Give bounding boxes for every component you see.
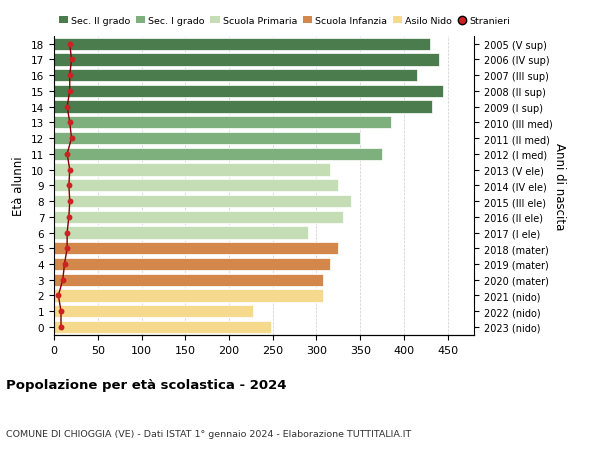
- Point: [65, 88, 74, 95]
- Bar: [54, 227, 308, 239]
- Bar: [54, 164, 329, 176]
- Point: [58, 276, 68, 284]
- Point: [62, 104, 72, 111]
- Point: [65, 119, 74, 127]
- Point: [53, 292, 63, 299]
- Y-axis label: Anni di nascita: Anni di nascita: [553, 142, 566, 230]
- Bar: [54, 321, 271, 333]
- Bar: [54, 290, 323, 302]
- Point: [67, 135, 76, 142]
- Bar: [54, 196, 352, 208]
- Point: [62, 230, 72, 237]
- Text: Popolazione per età scolastica - 2024: Popolazione per età scolastica - 2024: [6, 378, 287, 391]
- Bar: [54, 180, 338, 192]
- Point: [67, 56, 76, 64]
- Bar: [54, 242, 338, 255]
- Bar: [54, 101, 432, 113]
- Point: [62, 151, 72, 158]
- Bar: [54, 70, 417, 82]
- Bar: [54, 305, 253, 318]
- Point: [64, 182, 74, 190]
- Bar: [54, 274, 323, 286]
- Bar: [54, 148, 382, 161]
- Point: [65, 73, 74, 80]
- Point: [65, 198, 74, 205]
- Point: [56, 308, 66, 315]
- Bar: [54, 211, 343, 224]
- Bar: [54, 258, 329, 270]
- Bar: [54, 133, 360, 145]
- Point: [56, 324, 66, 331]
- Point: [62, 245, 72, 252]
- Bar: [54, 54, 439, 67]
- Point: [64, 213, 74, 221]
- Text: COMUNE DI CHIOGGIA (VE) - Dati ISTAT 1° gennaio 2024 - Elaborazione TUTTITALIA.I: COMUNE DI CHIOGGIA (VE) - Dati ISTAT 1° …: [6, 429, 411, 438]
- Legend: Sec. II grado, Sec. I grado, Scuola Primaria, Scuola Infanzia, Asilo Nido, Stran: Sec. II grado, Sec. I grado, Scuola Prim…: [59, 17, 511, 26]
- Point: [65, 41, 74, 48]
- Bar: [54, 39, 430, 50]
- Bar: [54, 117, 391, 129]
- Y-axis label: Età alunni: Età alunni: [13, 156, 25, 216]
- Point: [60, 261, 70, 268]
- Bar: [54, 85, 443, 98]
- Point: [65, 167, 74, 174]
